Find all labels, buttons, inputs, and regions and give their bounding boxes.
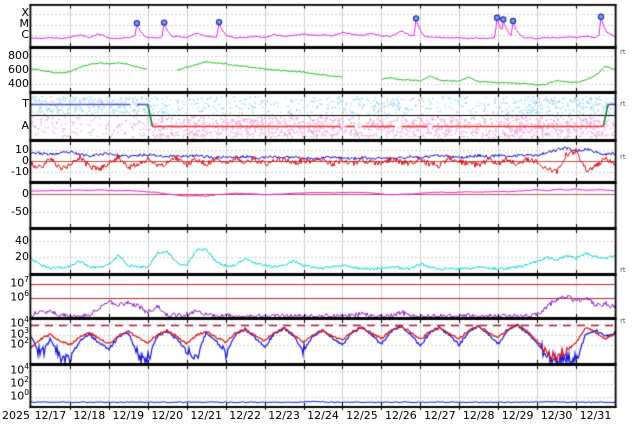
y-axis-label: 107 — [10, 275, 29, 290]
date-label: 12/31 — [579, 409, 612, 422]
y-axis-label: 103 — [10, 326, 29, 341]
y-axis-label: 104 — [10, 362, 29, 377]
y-axis-label: M — [19, 17, 30, 30]
date-label: 12/20 — [151, 409, 184, 422]
date-label: 12/19 — [112, 409, 145, 422]
date-label: 12/22 — [229, 409, 261, 422]
y-axis-label: 102 — [10, 375, 29, 390]
rt-label: rt — [620, 317, 626, 325]
rt-label: rt — [620, 100, 626, 108]
date-label: 12/30 — [540, 409, 573, 422]
date-label: 12/26 — [385, 409, 417, 422]
y-axis-label: 106 — [10, 289, 29, 304]
rt-label: rt — [620, 48, 626, 56]
date-label: 12/17 — [34, 409, 67, 422]
y-axis-label: -10 — [11, 165, 29, 178]
y-axis-label: 0 — [22, 187, 29, 200]
y-axis-label: A — [21, 119, 29, 132]
date-label: 12/24 — [307, 409, 339, 422]
y-axis-label: 10 — [15, 143, 29, 156]
y-axis-label: 100 — [10, 388, 29, 403]
y-axis-label: 0 — [22, 154, 29, 167]
rt-label: rt — [620, 266, 626, 274]
y-axis-label: 400 — [8, 77, 29, 90]
rt-label: rt — [620, 153, 626, 161]
date-label: 12/25 — [346, 409, 378, 422]
date-label: 12/29 — [501, 409, 534, 422]
year-label: 2025 — [2, 409, 30, 422]
y-axis-label: -50 — [11, 205, 29, 218]
y-axis-label: 20 — [15, 250, 29, 263]
date-label: 12/28 — [462, 409, 495, 422]
y-axis-label: 102 — [10, 336, 29, 351]
y-axis-label: 800 — [8, 49, 29, 62]
date-label: 12/18 — [73, 409, 106, 422]
y-axis-label: T — [22, 97, 29, 110]
date-label: 12/21 — [190, 409, 223, 422]
y-axis-label: X — [21, 6, 29, 19]
y-axis-label: 600 — [8, 63, 29, 76]
y-axis-label: C — [21, 28, 29, 41]
date-label: 12/27 — [423, 409, 456, 422]
y-axis-label: 40 — [15, 234, 29, 247]
date-label: 12/23 — [268, 409, 300, 422]
y-axis-label: 104 — [10, 315, 29, 330]
